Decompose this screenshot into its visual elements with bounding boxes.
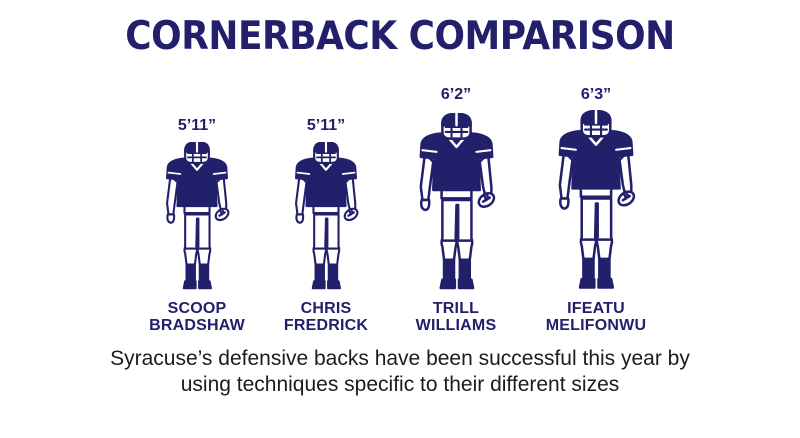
player-last-name: FREDRICK <box>283 317 369 334</box>
football-player-icon <box>295 142 359 290</box>
football-player-icon <box>419 113 496 290</box>
player-last-name: BRADSHAW <box>149 317 245 334</box>
player-first-name: TRILL <box>432 300 480 317</box>
height-label: 5’11” <box>306 117 346 134</box>
height-label: 6’3” <box>580 86 612 103</box>
player-first-name: SCOOP <box>167 300 227 317</box>
height-label: 6’2” <box>440 86 472 103</box>
player-name: IFEATU MELIFONWU <box>526 300 666 334</box>
caption-line-2: using techniques specific to their diffe… <box>180 373 620 396</box>
football-player-icon <box>558 110 636 289</box>
player-first-name: CHRIS <box>300 300 352 317</box>
caption: Syracuse’s defensive backs have been suc… <box>0 346 800 398</box>
football-player-icon <box>166 142 230 290</box>
player-last-name: WILLIAMS <box>415 317 497 334</box>
player-name: SCOOP BRADSHAW <box>127 300 267 334</box>
page-title: CORNERBACK COMPARISON <box>125 14 675 59</box>
player-name: CHRIS FREDRICK <box>256 300 396 334</box>
player-first-name: IFEATU <box>567 300 625 317</box>
player-name: TRILL WILLIAMS <box>386 300 526 334</box>
caption-line-1: Syracuse’s defensive backs have been suc… <box>110 347 690 370</box>
height-label: 5’11” <box>177 117 217 134</box>
player-last-name: MELIFONWU <box>545 317 647 334</box>
